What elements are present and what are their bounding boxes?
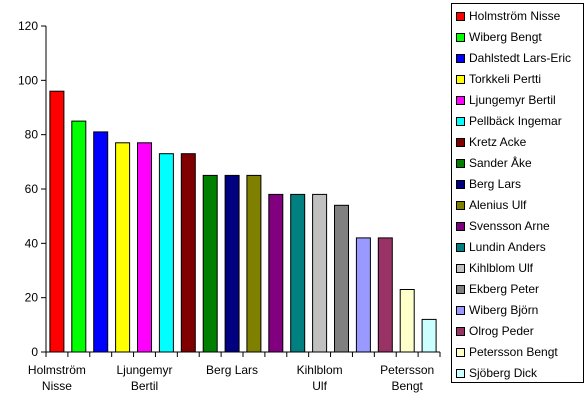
legend-label: Petersson Bengt	[469, 345, 558, 359]
x-tick-label-line: Ulf	[312, 379, 327, 393]
bar-8	[224, 174, 240, 353]
legend-item: Svensson Arne	[456, 218, 550, 234]
bar-16	[399, 289, 415, 353]
legend-swatch	[456, 305, 465, 315]
legend-label: Ekberg Peter	[469, 282, 540, 296]
legend-label: Lundin Anders	[469, 240, 546, 254]
legend-item: Holmström Nisse	[456, 8, 560, 24]
legend-item: Sander Åke	[456, 155, 532, 171]
legend-label: Kretz Acke	[469, 135, 527, 149]
legend-swatch	[456, 368, 465, 378]
legend-item: Kretz Acke	[456, 134, 526, 150]
bar-3	[115, 142, 131, 353]
y-tick-label-60: 60	[25, 182, 39, 196]
bar-13	[334, 204, 349, 353]
legend-label: Torkkeli Pertti	[469, 72, 542, 86]
legend-item: Wiberg Bengt	[456, 29, 542, 45]
bar-10	[268, 193, 284, 353]
bar-11	[290, 193, 306, 353]
y-tick-label-40: 40	[25, 236, 39, 250]
y-tick-label-20: 20	[25, 291, 39, 305]
bar-5	[158, 153, 174, 353]
legend-label: Olrog Peder	[469, 324, 534, 338]
legend-label: Sjöberg Dick	[469, 366, 538, 380]
legend-item: Berg Lars	[456, 176, 521, 192]
legend-item: Ljungemyr Bertil	[456, 92, 556, 108]
legend-label: Berg Lars	[469, 177, 522, 191]
legend-swatch	[456, 74, 465, 84]
legend: Holmström Nisse Wiberg Bengt Dahlstedt Lar…	[451, 3, 584, 383]
legend-item: Lundin Anders	[456, 239, 546, 255]
x-tick-label-16: Petersson Bengt	[380, 363, 434, 393]
legend-label: Sander Åke	[469, 156, 532, 170]
y-tick-label-100: 100	[18, 73, 38, 87]
legend-swatch	[456, 158, 465, 168]
legend-item: Petersson Bengt	[456, 344, 558, 360]
legend-label: Ljungemyr Bertil	[469, 93, 556, 107]
bar-0	[49, 90, 65, 353]
bar-12	[312, 193, 328, 353]
legend-item: Kihlblom Ulf	[456, 260, 533, 276]
legend-item: Olrog Peder	[456, 323, 534, 339]
bar-15	[377, 237, 393, 353]
x-tick-label-line: Bertil	[131, 379, 158, 393]
x-tick-label-line: Kihlblom	[297, 363, 343, 377]
legend-swatch	[456, 116, 465, 126]
y-tick-label-0: 0	[31, 345, 38, 359]
x-tick-label-line: Holmström	[28, 363, 86, 377]
legend-label: Dahlstedt Lars-Eric	[469, 51, 572, 65]
legend-swatch	[456, 221, 465, 231]
x-tick-label-line: Petersson	[380, 363, 434, 377]
y-tick-label-80: 80	[25, 128, 39, 142]
y-tick-labels: 0 20 40 60 80 100 120	[18, 19, 38, 359]
x-tick-label-12: Kihlblom Ulf	[297, 363, 343, 393]
legend-item: Ekberg Peter	[456, 281, 539, 297]
x-tick-label-line: Nisse	[42, 379, 72, 393]
bar-6	[180, 153, 196, 353]
legend-swatch	[456, 53, 465, 63]
legend-label: Svensson Arne	[469, 219, 550, 233]
legend-label: Pellbäck Ingemar	[469, 114, 562, 128]
legend-swatch	[456, 179, 465, 189]
x-tick-label-4: Ljungemyr Bertil	[116, 363, 172, 393]
bar-17	[421, 318, 437, 353]
legend-item: Pellbäck Ingemar	[456, 113, 562, 129]
x-tick-label-line: Ljungemyr	[116, 363, 172, 377]
bar-1	[71, 120, 87, 353]
axes-group	[41, 25, 441, 357]
bar-14	[355, 237, 371, 353]
y-tick-label-120: 120	[18, 19, 38, 33]
legend-swatch	[456, 95, 465, 105]
legend-swatch	[456, 11, 465, 21]
legend-label: Wiberg Bengt	[469, 30, 542, 44]
legend-label: Holmström Nisse	[469, 9, 561, 23]
legend-label: Alenius Ulf	[469, 198, 527, 212]
legend-swatch	[456, 242, 465, 252]
legend-label: Wiberg Björn	[469, 303, 539, 317]
bars-group	[49, 90, 437, 353]
legend-item: Torkkeli Pertti	[456, 71, 541, 87]
legend-swatch	[456, 284, 465, 294]
legend-label: Kihlblom Ulf	[469, 261, 534, 275]
legend-item: Dahlstedt Lars-Eric	[456, 50, 571, 66]
legend-swatch	[456, 347, 465, 357]
legend-item: Alenius Ulf	[456, 197, 526, 213]
bar-7	[202, 174, 218, 353]
x-tick-label-line: Berg Lars	[206, 363, 258, 377]
legend-swatch	[456, 32, 465, 42]
x-tick-label-8: Berg Lars	[206, 363, 258, 377]
legend-swatch	[456, 137, 465, 147]
x-tick-labels: Holmström Nisse Ljungemyr Bertil Berg Lars Ki…	[28, 363, 434, 393]
x-tick-label-line: Bengt	[391, 379, 423, 393]
x-tick-label-0: Holmström Nisse	[28, 363, 86, 393]
bar-2	[93, 131, 109, 353]
legend-item: Wiberg Björn	[456, 302, 538, 318]
legend-swatch	[456, 326, 465, 336]
legend-swatch	[456, 200, 465, 210]
bar-9	[246, 174, 262, 353]
legend-item: Sjöberg Dick	[456, 365, 537, 381]
legend-swatch	[456, 263, 465, 273]
bar-4	[137, 142, 152, 353]
